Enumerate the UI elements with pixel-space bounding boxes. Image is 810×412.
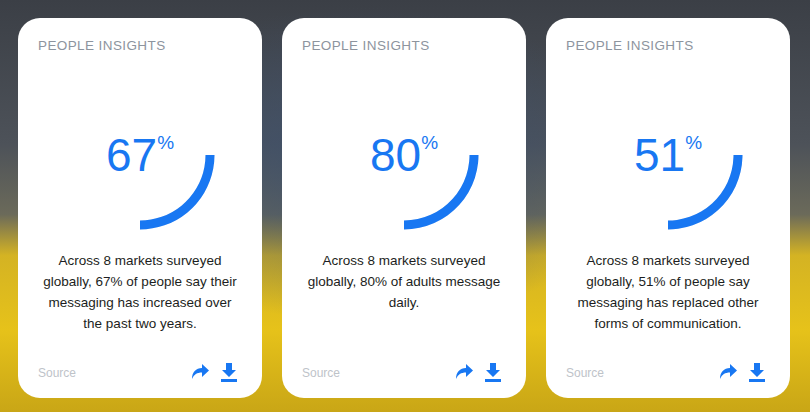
download-icon[interactable] (749, 363, 765, 382)
value-label: 51% (634, 129, 702, 181)
ring-chart: 51% (546, 70, 790, 240)
share-icon[interactable] (456, 364, 473, 379)
ring-track (140, 155, 215, 230)
ring-chart: 67% (18, 70, 262, 240)
action-icons (452, 360, 516, 384)
description: Across 8 markets surveyed globally, 51% … (566, 250, 770, 334)
description: Across 8 markets surveyed globally, 67% … (38, 250, 242, 334)
ring-value (140, 155, 214, 230)
share-icon[interactable] (192, 364, 209, 379)
ring-track (668, 155, 743, 230)
ring-track (404, 155, 479, 230)
ring-value (404, 155, 478, 230)
card-title: PEOPLE INSIGHTS (566, 38, 694, 53)
ring-group (140, 155, 215, 230)
insight-card: PEOPLE INSIGHTS 51% Across 8 markets surve… (546, 18, 790, 398)
insight-card: PEOPLE INSIGHTS 80% Across 8 markets surve… (282, 18, 526, 398)
insight-card: PEOPLE INSIGHTS 67% Across 8 markets surve… (18, 18, 262, 398)
ring-chart: 80% (282, 70, 526, 240)
source-label: Source (566, 366, 604, 380)
value-label: 67% (106, 129, 174, 181)
download-icon[interactable] (221, 363, 237, 382)
share-icon[interactable] (720, 364, 737, 379)
card-title: PEOPLE INSIGHTS (38, 38, 166, 53)
download-icon[interactable] (485, 363, 501, 382)
description: Across 8 markets surveyed globally, 80% … (302, 250, 506, 313)
ring-group (668, 155, 743, 230)
source-label: Source (302, 366, 340, 380)
action-icons (188, 360, 252, 384)
card-title: PEOPLE INSIGHTS (302, 38, 430, 53)
value-label: 80% (370, 129, 438, 181)
action-icons (716, 360, 780, 384)
ring-group (404, 155, 479, 230)
source-label: Source (38, 366, 76, 380)
